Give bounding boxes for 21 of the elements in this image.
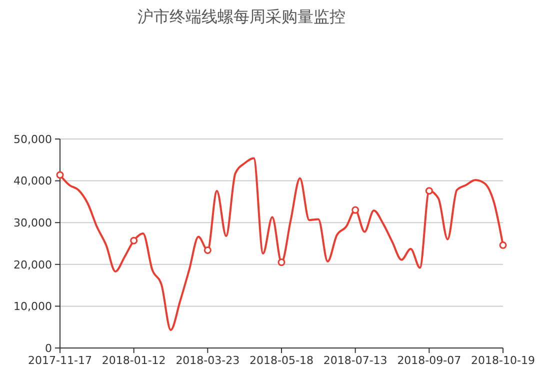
- y-tick-label: 20,000: [14, 258, 52, 272]
- x-tick-label: 2017-11-17: [28, 354, 92, 367]
- y-tick-label: 10,000: [14, 300, 52, 314]
- x-tick-label: 2018-03-23: [176, 354, 240, 367]
- y-tick-label: 40,000: [14, 174, 52, 188]
- point: [352, 206, 360, 214]
- point: [56, 171, 64, 179]
- y-tick-label: 30,000: [14, 216, 52, 230]
- x-tick-label: 2018-09-07: [397, 354, 462, 367]
- x-tick-label: 2018-10-19: [471, 354, 535, 367]
- point: [499, 241, 507, 249]
- chart-title: 沪市终端线螺每周采购量监控: [138, 7, 346, 26]
- point: [130, 236, 138, 244]
- point: [204, 246, 212, 254]
- x-tick-label: 2018-07-13: [323, 354, 388, 367]
- point: [278, 258, 286, 266]
- point: [425, 187, 433, 195]
- y-tick-label: 50,000: [14, 132, 52, 146]
- x-tick-label: 2018-05-18: [250, 354, 314, 367]
- y-tick-label: 0: [45, 342, 52, 355]
- x-tick-label: 2018-01-12: [102, 354, 166, 367]
